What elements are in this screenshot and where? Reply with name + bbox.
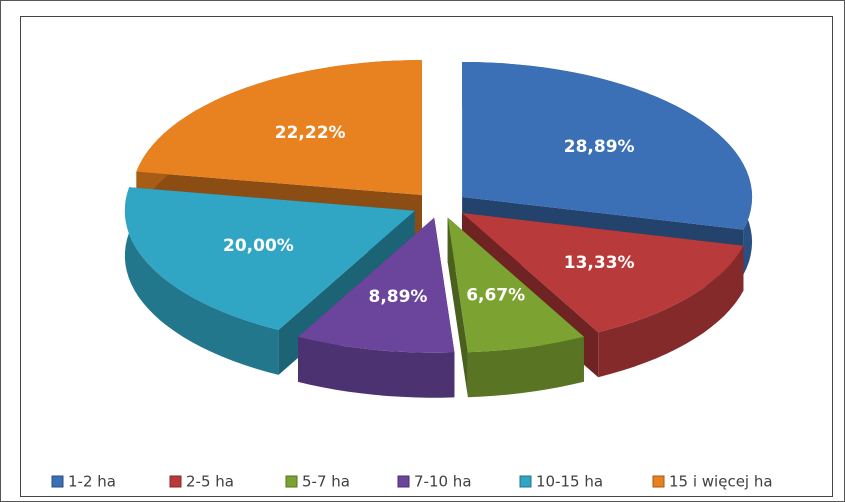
- slice: [447, 217, 584, 398]
- slice-top: [462, 213, 744, 333]
- slice-wall: [124, 187, 279, 375]
- slice-top: [136, 60, 422, 195]
- slice-top: [462, 62, 753, 230]
- legend-swatch: [519, 475, 532, 488]
- slice-wall: [298, 336, 455, 398]
- data-label: 13,33%: [564, 253, 635, 273]
- legend-swatch: [652, 475, 665, 488]
- legend-label: 7-10 ha: [414, 473, 472, 491]
- data-label: 20,00%: [223, 236, 294, 256]
- data-label: 22,22%: [275, 123, 346, 143]
- slice-top: [124, 187, 415, 330]
- legend-swatch: [169, 475, 182, 488]
- legend-label: 2-5 ha: [186, 473, 234, 491]
- slice: [298, 217, 455, 398]
- slice-side: [447, 217, 468, 398]
- slice-wall: [598, 245, 744, 378]
- slice-top: [447, 217, 584, 353]
- data-label: 28,89%: [564, 137, 635, 157]
- legend-label: 15 i więcej ha: [669, 473, 773, 491]
- slice-wall: [467, 336, 584, 398]
- legend-label: 1-2 ha: [68, 473, 116, 491]
- data-label: 6,67%: [466, 285, 525, 305]
- data-label: 8,89%: [368, 287, 427, 307]
- legend-swatch: [397, 475, 410, 488]
- legend-label: 5-7 ha: [302, 473, 350, 491]
- legend-swatch: [51, 475, 64, 488]
- legend-swatch: [285, 475, 298, 488]
- slice-top: [298, 217, 455, 353]
- legend-label: 10-15 ha: [536, 473, 603, 491]
